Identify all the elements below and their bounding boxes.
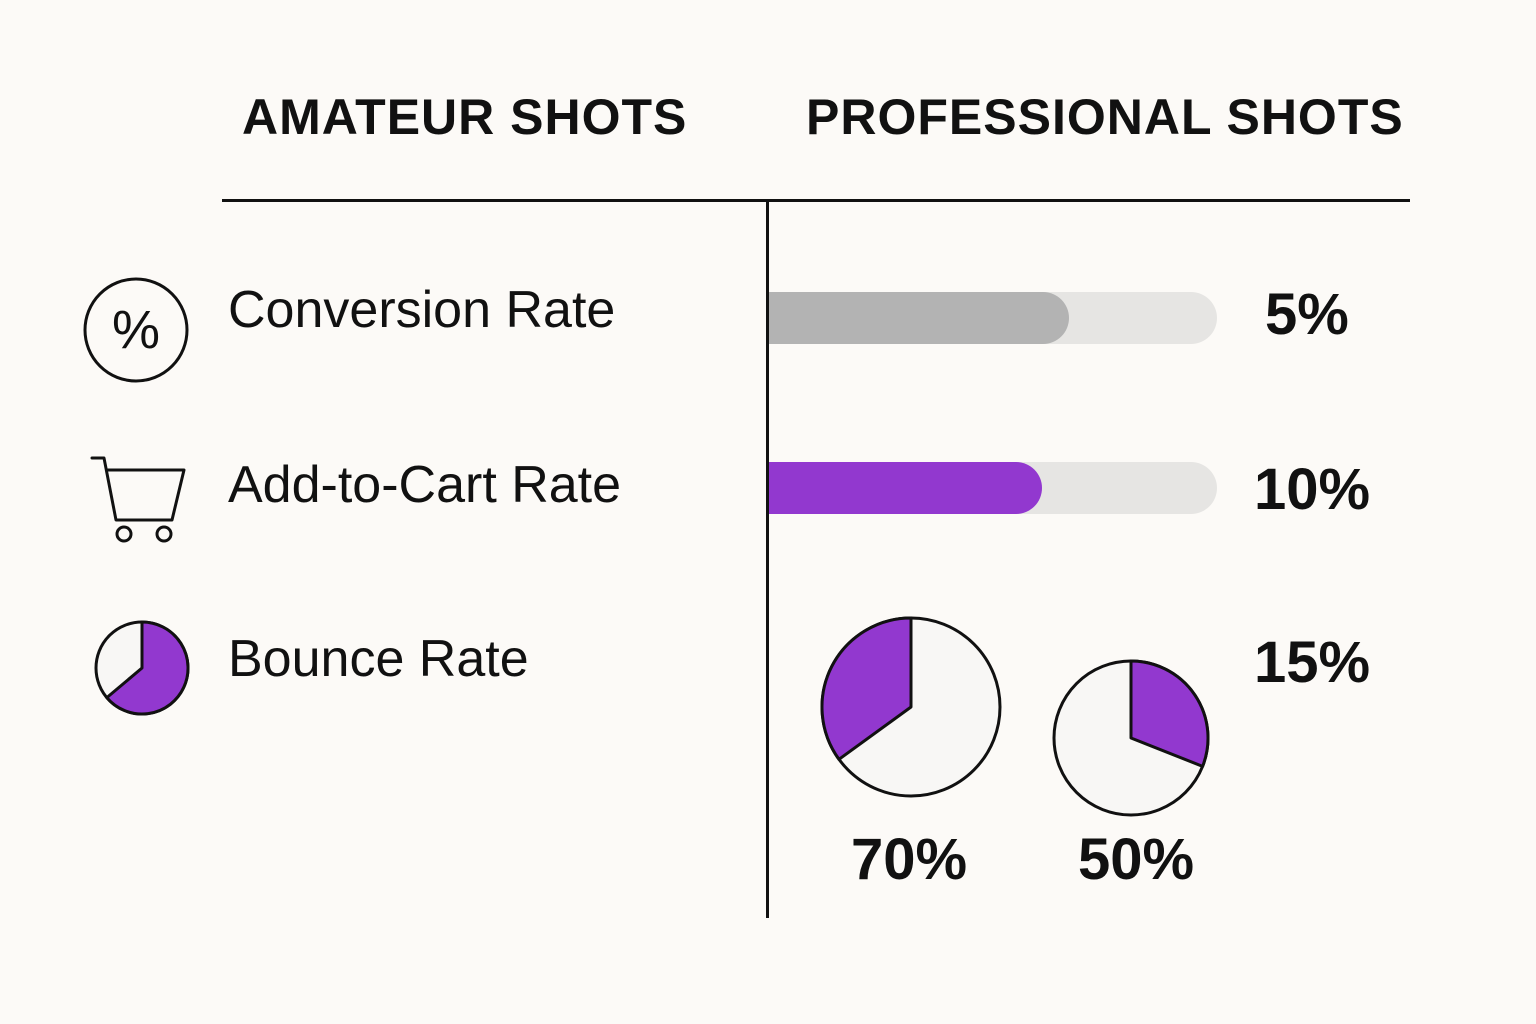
conversion-value: 5%: [1265, 282, 1349, 347]
pie-1-value: 70%: [851, 827, 968, 892]
cart-icon: [90, 456, 186, 543]
bounce-rate-label: Bounce Rate: [228, 630, 529, 688]
amateur-shots-header: AMATEUR SHOTS: [242, 89, 688, 145]
pie-1-slice: [820, 616, 913, 761]
add-to-cart-value: 10%: [1254, 457, 1371, 522]
bounce-value: 15%: [1254, 630, 1371, 695]
pie-1: [820, 616, 1002, 798]
professional-shots-header: PROFESSIONAL SHOTS: [806, 89, 1404, 145]
conversion-rate-label: Conversion Rate: [228, 281, 616, 339]
add-to-cart-bar-fill: [769, 462, 1043, 514]
add-to-cart-bar-track: [769, 462, 1217, 514]
conversion-bar-track: [769, 292, 1217, 344]
percent-icon: %: [83, 277, 189, 383]
pie-2-value: 50%: [1078, 827, 1195, 892]
pie-2-slice: [1129, 659, 1210, 768]
column-divider: [766, 201, 769, 918]
header-divider: [222, 199, 1410, 202]
add-to-cart-rate-label: Add-to-Cart Rate: [228, 456, 622, 514]
svg-text:%: %: [112, 300, 160, 360]
pie-2: [1052, 659, 1210, 817]
pie-chart-icon: [94, 620, 190, 716]
conversion-bar-fill: [769, 292, 1070, 344]
